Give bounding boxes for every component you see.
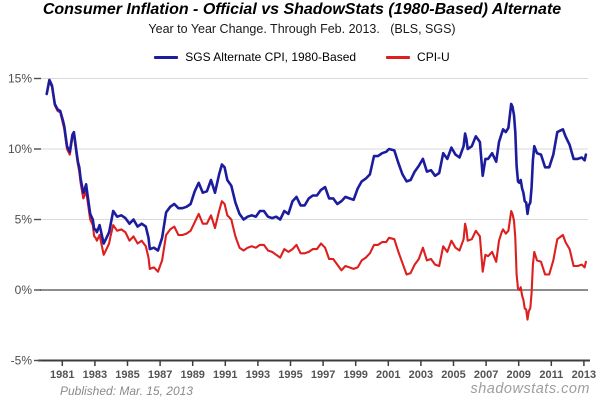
cpi-u-line xyxy=(45,80,587,321)
x-tick-label: 2003 xyxy=(409,369,433,381)
y-tick-label: 5% xyxy=(15,213,33,227)
y-tick-label: 10% xyxy=(8,142,32,156)
legend-line-swatch-sgs xyxy=(154,55,179,59)
published-note: Published: Mar. 15, 2013 xyxy=(60,384,193,398)
x-tick-label: 1991 xyxy=(213,369,237,381)
legend-label-cpiu: CPI-U xyxy=(417,50,450,64)
legend-label-sgs: SGS Alternate CPI, 1980-Based xyxy=(185,50,357,64)
legend-item-sgs: SGS Alternate CPI, 1980-Based xyxy=(154,50,356,64)
x-tick-label: 2009 xyxy=(506,369,530,381)
x-tick-label: 1993 xyxy=(246,369,270,381)
y-tick-label: 15% xyxy=(8,72,32,86)
chart-title: Consumer Inflation - Official vs ShadowS… xyxy=(42,1,562,18)
y-tick-label: -5% xyxy=(11,354,33,368)
x-tick-label: 2001 xyxy=(376,369,400,381)
x-tick-label: 1999 xyxy=(343,369,367,381)
site-watermark: shadowstats.com xyxy=(470,381,590,397)
x-tick-label: 1989 xyxy=(180,369,204,381)
x-tick-label: 2007 xyxy=(474,369,498,381)
x-tick-label: 1983 xyxy=(83,369,107,381)
x-tick-label: 1995 xyxy=(278,369,302,381)
legend-line-swatch-cpiu xyxy=(386,55,411,59)
x-tick-label: 1981 xyxy=(50,369,74,381)
x-tick-label: 2005 xyxy=(441,369,465,381)
sgs-alternate-cpi-1980-based-line xyxy=(45,78,588,252)
y-tick-label: 0% xyxy=(15,283,33,297)
legend: SGS Alternate CPI, 1980-Based CPI-U xyxy=(0,50,604,64)
x-tick-label: 1987 xyxy=(148,369,172,381)
x-tick-label: 1985 xyxy=(115,369,139,381)
chart-subtitle: Year to Year Change. Through Feb. 2013. … xyxy=(148,22,456,36)
x-tick-label: 2011 xyxy=(539,369,563,381)
legend-item-cpiu: CPI-U xyxy=(386,50,450,64)
x-tick-label: 1997 xyxy=(311,369,335,381)
x-tick-label: 2013 xyxy=(572,369,596,381)
